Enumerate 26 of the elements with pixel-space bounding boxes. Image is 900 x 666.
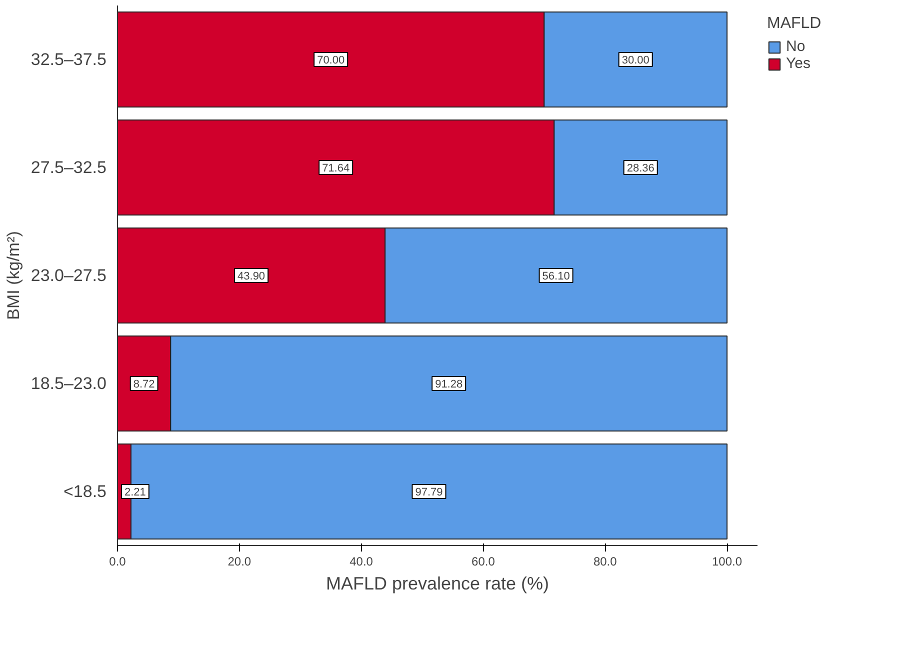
data-label: 91.28 [435,378,463,390]
data-label: 70.00 [317,54,345,66]
data-label: 2.21 [124,486,146,498]
x-tick-label: 60.0 [472,554,496,568]
data-label: 28.36 [626,162,654,174]
data-label: 97.79 [415,486,443,498]
y-tick-label: 32.5–37.5 [30,50,107,69]
legend-title: MAFLD [767,15,822,33]
data-label: 71.64 [322,162,350,174]
x-tick-label: 40.0 [350,554,374,568]
y-tick-label: 23.0–27.5 [30,266,107,285]
y-tick-label: 27.5–32.5 [30,158,107,177]
data-label: 56.10 [542,270,570,282]
legend-label: No [786,38,806,55]
legend-label: Yes [786,55,810,72]
data-label: 30.00 [622,54,650,66]
data-label: 8.72 [133,378,155,390]
data-label: 43.90 [238,270,266,282]
x-tick-label: 80.0 [593,554,618,568]
y-axis-title: BMI (kg/m²) [4,231,23,320]
y-tick-label: 18.5–23.0 [30,374,107,393]
x-tick-label: 20.0 [228,554,252,568]
x-tick-label: 100.0 [712,554,742,568]
x-axis-title: MAFLD prevalence rate (%) [326,574,550,594]
x-tick-label: 0.0 [109,554,126,568]
y-tick-label: <18.5 [63,482,106,501]
